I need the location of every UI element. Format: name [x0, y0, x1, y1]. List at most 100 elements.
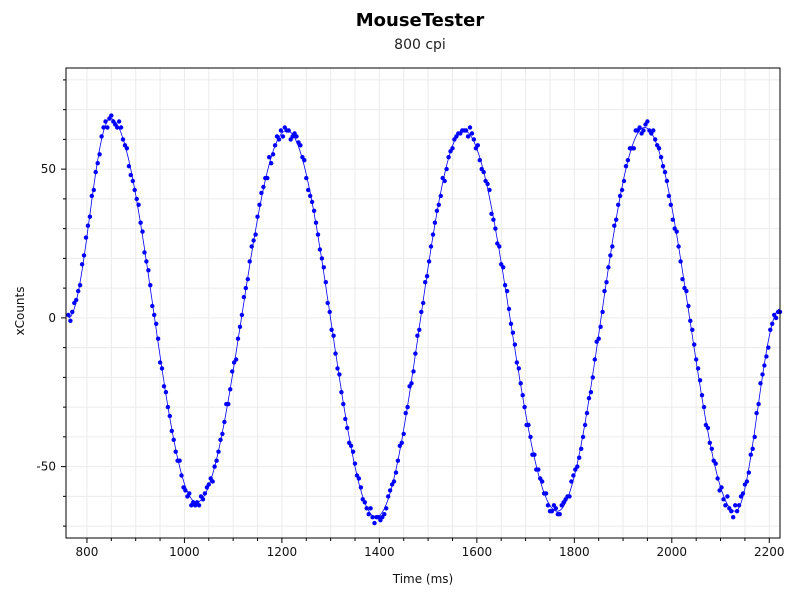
- data-point: [167, 413, 172, 419]
- data-point: [619, 187, 625, 193]
- data-point: [465, 134, 471, 139]
- data-point: [569, 479, 574, 484]
- data-point: [315, 232, 321, 237]
- data-point: [405, 404, 410, 410]
- data-point: [66, 312, 71, 318]
- data-point: [165, 404, 171, 410]
- data-point: [588, 390, 594, 395]
- data-point: [754, 410, 759, 416]
- data-point: [228, 387, 233, 392]
- data-point: [656, 146, 662, 151]
- data-point: [216, 449, 221, 454]
- data-point: [89, 193, 95, 199]
- data-point: [120, 137, 126, 142]
- data-point: [582, 422, 588, 428]
- data-point: [432, 220, 438, 225]
- data-point: [85, 223, 91, 228]
- data-point: [678, 259, 683, 264]
- data-point: [321, 265, 326, 270]
- data-point: [491, 217, 496, 222]
- data-point: [501, 265, 506, 270]
- data-point: [218, 437, 223, 442]
- data-point: [748, 452, 753, 457]
- data-point: [352, 461, 358, 466]
- data-point: [734, 509, 740, 514]
- data-point: [586, 396, 592, 401]
- data-point: [243, 285, 248, 291]
- data-point: [489, 211, 494, 216]
- data-point: [286, 128, 291, 133]
- data-point: [257, 202, 262, 207]
- data-point: [337, 372, 342, 377]
- data-point: [134, 196, 139, 202]
- data-point: [386, 494, 391, 499]
- data-point: [680, 277, 685, 282]
- data-point: [366, 512, 371, 517]
- data-point: [580, 434, 586, 440]
- data-point: [83, 235, 89, 240]
- data-point: [514, 360, 519, 365]
- data-point: [740, 491, 746, 496]
- data-point: [142, 250, 147, 255]
- data-point: [177, 458, 182, 463]
- data-point: [169, 428, 174, 434]
- data-point: [311, 208, 317, 213]
- y-tick-label: 0: [48, 311, 56, 325]
- data-point: [545, 503, 551, 508]
- data-point: [413, 351, 418, 356]
- data-point: [731, 515, 736, 520]
- data-point: [690, 327, 695, 332]
- chart-subtitle: 800 cpi: [394, 37, 446, 53]
- data-point: [694, 357, 699, 362]
- data-point: [532, 452, 537, 457]
- data-point: [438, 193, 443, 199]
- data-point: [768, 327, 773, 332]
- data-point: [356, 476, 362, 481]
- data-point: [577, 455, 582, 460]
- data-point: [278, 128, 284, 133]
- data-point: [625, 158, 631, 163]
- data-point: [173, 449, 178, 454]
- data-point: [329, 327, 334, 332]
- data-point: [543, 491, 549, 496]
- data-point: [463, 128, 469, 133]
- data-point: [395, 458, 401, 463]
- data-point: [434, 208, 440, 213]
- grid: [66, 68, 780, 538]
- data-point: [424, 274, 430, 279]
- data-point: [729, 509, 734, 514]
- data-point: [148, 283, 153, 288]
- data-point: [444, 166, 449, 172]
- data-point: [187, 491, 192, 496]
- data-point: [146, 268, 151, 273]
- data-point: [590, 375, 595, 380]
- data-point: [270, 152, 276, 157]
- data-point: [206, 482, 211, 487]
- data-point: [251, 238, 256, 243]
- data-point: [617, 193, 623, 199]
- data-point: [77, 283, 83, 288]
- data-point: [399, 440, 404, 445]
- data-point: [746, 470, 751, 475]
- data-point: [575, 464, 580, 469]
- data-point: [697, 378, 703, 383]
- data-point: [317, 247, 323, 252]
- data-point: [450, 146, 455, 151]
- data-point: [280, 134, 286, 139]
- x-tick-label: 1000: [169, 545, 200, 559]
- data-point: [362, 500, 367, 505]
- data-point: [766, 345, 771, 350]
- data-point: [592, 357, 597, 362]
- data-point: [415, 333, 420, 338]
- data-point: [130, 178, 135, 184]
- data-point: [653, 137, 658, 142]
- data-point: [604, 280, 609, 285]
- data-point: [261, 184, 266, 190]
- data-point: [345, 425, 350, 431]
- data-point: [645, 119, 650, 124]
- data-point: [762, 363, 767, 368]
- y-tick-label: 50: [41, 162, 56, 176]
- data-point: [674, 229, 679, 234]
- data-point: [426, 259, 432, 264]
- data-point: [409, 381, 414, 386]
